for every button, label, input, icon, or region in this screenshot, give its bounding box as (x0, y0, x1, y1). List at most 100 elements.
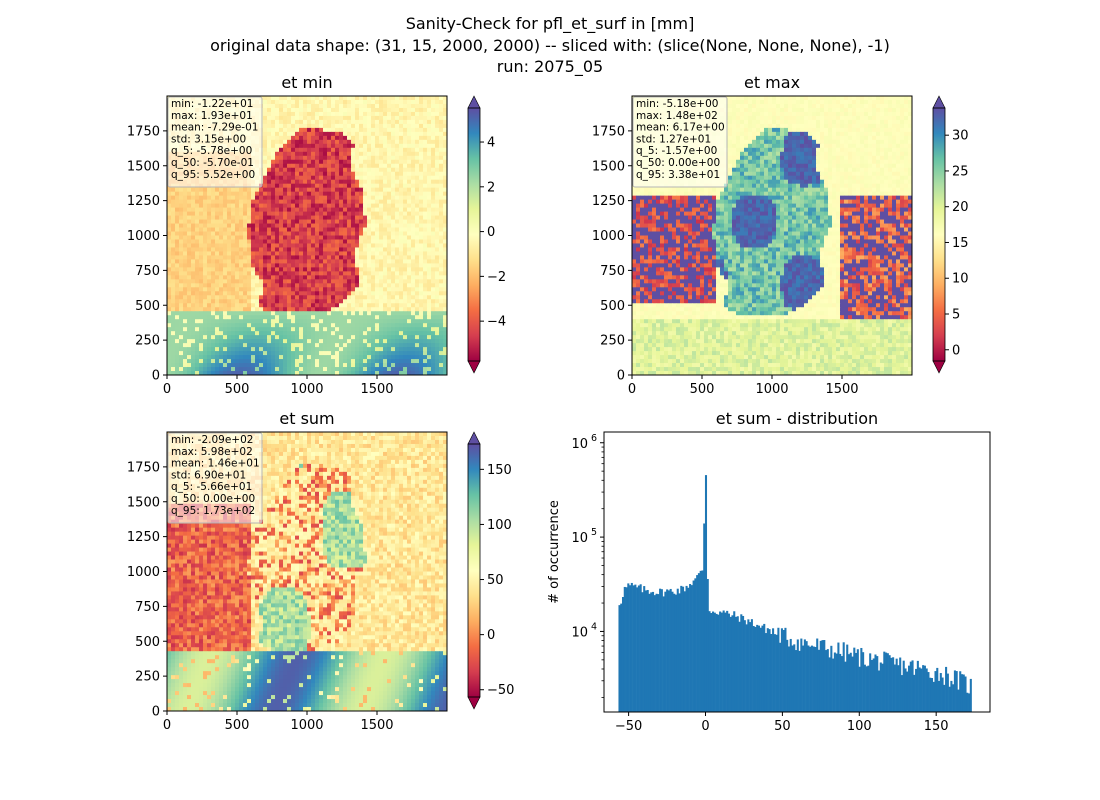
stat-q50: q_50: 0.00e+00 (171, 493, 255, 505)
histogram-bar (819, 640, 822, 712)
histogram-bar (653, 595, 656, 712)
x-tick-label: 0 (163, 382, 171, 397)
histogram-bar (793, 644, 796, 712)
histogram-bar (644, 590, 648, 712)
histogram-bar (639, 584, 642, 712)
histogram-bar (743, 620, 746, 712)
histogram-bar (621, 597, 625, 712)
x-tick-label: 0 (163, 718, 171, 733)
histogram-bar (846, 644, 849, 712)
stat-mean: mean: 1.46e+01 (171, 458, 260, 470)
histogram-bar (710, 613, 713, 712)
histogram-bar (842, 642, 845, 712)
histogram-bar (966, 692, 969, 712)
histogram-bar (669, 588, 672, 712)
histogram-bar (713, 612, 716, 712)
histogram-bar (712, 611, 715, 712)
stat-mean: mean: -7.29e-01 (171, 122, 258, 134)
histogram-bar (927, 672, 930, 712)
stat-q5: q_5: -1.57e+00 (636, 145, 717, 157)
histogram-bar (960, 674, 964, 712)
histogram-bar (828, 657, 831, 712)
histogram-bar (757, 625, 760, 712)
histogram-bar (727, 613, 730, 712)
histogram-bar (902, 660, 905, 712)
histogram-bar (807, 645, 810, 712)
histogram-bar (918, 667, 921, 712)
histogram-bar (865, 666, 868, 712)
histogram-bar (962, 674, 965, 712)
histogram-bar (948, 686, 951, 712)
colorbar-tick-label: 0 (487, 628, 495, 643)
histogram-bar (835, 653, 838, 712)
figure-title: Sanity-Check for pfl_et_surf in [mm] ori… (210, 14, 890, 77)
histogram-bar (810, 645, 813, 712)
histogram-bar (860, 647, 863, 712)
histogram-bar (770, 633, 773, 712)
histogram-bar (943, 684, 946, 712)
histogram-bar (953, 670, 956, 712)
histogram-bar (620, 603, 623, 712)
histogram-bar (722, 610, 725, 712)
colorbar: −4 −2 0 2 4 (467, 95, 506, 374)
colorbar-tick-label: 100 (487, 518, 512, 533)
histogram-bar (634, 584, 637, 712)
colorbar-extend-max (467, 95, 481, 109)
histogram-bar (879, 662, 882, 712)
histogram-bar (904, 668, 907, 712)
histogram-bar (890, 657, 893, 712)
histogram-bar (641, 592, 644, 712)
histogram-bar (724, 612, 727, 712)
y-tick-label: 1500 (592, 159, 625, 174)
y-tick-label: 1250 (127, 194, 160, 209)
histogram-bar (667, 590, 670, 712)
histogram-bar (664, 591, 667, 712)
y-tick-exponent: 6 (591, 433, 597, 444)
y-tick-label: 1250 (127, 530, 160, 545)
axis-title: et max (744, 73, 800, 92)
histogram-bar (625, 587, 628, 712)
histogram-bar (830, 645, 833, 712)
histogram-bar (952, 684, 955, 712)
stat-std: std: 6.90e+01 (171, 469, 246, 481)
histogram-bar (826, 649, 829, 712)
histogram-bar (955, 671, 958, 712)
histogram-bar (764, 633, 768, 712)
figure-title-line-1: Sanity-Check for pfl_et_surf in [mm] (406, 14, 695, 34)
x-tick-label: 500 (225, 718, 250, 733)
histogram-bar (803, 639, 806, 712)
colorbar-tick-label: 30 (952, 129, 969, 144)
histogram-bar (662, 596, 665, 712)
histogram-bar (823, 640, 826, 712)
histogram-bar (708, 611, 711, 712)
histogram-bar (720, 612, 723, 712)
histogram-bar (913, 674, 916, 712)
histogram-bar (906, 671, 909, 712)
colorbar-extend-max (932, 95, 946, 109)
x-tick-label: 1500 (360, 382, 393, 397)
histogram-bar (777, 627, 780, 712)
histogram-bar (627, 583, 630, 712)
histogram-bar (950, 680, 953, 712)
figure-title-line-2: original data shape: (31, 15, 2000, 2000… (210, 36, 890, 55)
y-tick-label: 500 (135, 635, 160, 650)
stat-q95: q_95: 5.52e+00 (171, 169, 255, 181)
figure-title-line-3: run: 2075_05 (497, 57, 603, 77)
histogram-bar (885, 652, 888, 712)
colorbar-extend-max (467, 431, 481, 445)
y-tick-label: 1000 (127, 229, 160, 244)
y-tick-label: 1250 (592, 194, 625, 209)
histogram-bar (936, 667, 939, 712)
histogram-bar (701, 570, 704, 712)
x-tick-label: 0 (701, 719, 709, 734)
colorbar-tick-label: 50 (487, 573, 504, 588)
stat-q5: q_5: -5.78e+00 (171, 145, 252, 157)
histogram-bar (911, 660, 914, 712)
histogram-bar (719, 611, 722, 712)
x-tick-label: 0 (628, 382, 636, 397)
colorbar-tick-label: 15 (952, 236, 969, 251)
colorbar-tick-label: 150 (487, 463, 512, 478)
y-tick-label: 0 (152, 705, 160, 720)
histogram-bar (676, 588, 679, 712)
